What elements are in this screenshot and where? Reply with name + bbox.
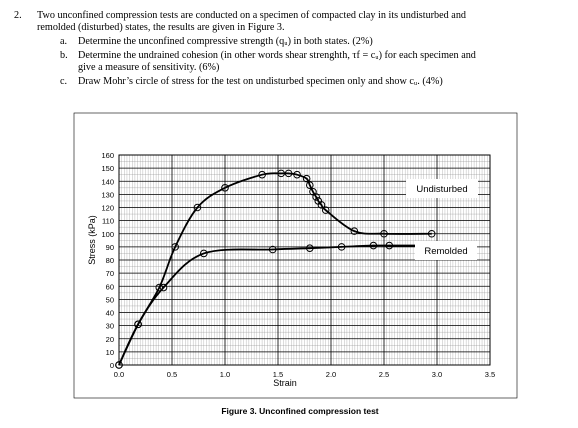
data-point-undisturbed bbox=[171, 243, 179, 251]
y-tick-label: 70 bbox=[106, 269, 114, 278]
label-box-remolded bbox=[415, 241, 477, 260]
part-a-label: a. bbox=[60, 36, 68, 47]
data-point-remolded bbox=[268, 245, 277, 254]
y-tick-label: 80 bbox=[106, 256, 114, 265]
y-tick-label: 160 bbox=[101, 151, 114, 160]
part-b-text-line-2: give a measure of sensitivity. (6%) bbox=[78, 62, 220, 73]
data-point-undisturbed bbox=[321, 206, 330, 214]
part-b-text-line-1: Determine the undrained cohesion (in oth… bbox=[78, 50, 476, 61]
data-point-undisturbed bbox=[427, 229, 436, 238]
question-number: 2. bbox=[14, 10, 22, 21]
x-axis-label: Strain bbox=[273, 378, 297, 388]
data-point-undisturbed bbox=[221, 184, 229, 192]
data-point-remolded bbox=[159, 283, 168, 292]
x-tick-labels: 0.0 0.5 1.0 1.5 2.0 2.5 3.0 3.5 bbox=[114, 370, 495, 379]
y-tick-label: 0 bbox=[110, 361, 114, 370]
label-box-undisturbed bbox=[406, 179, 478, 198]
y-tick-label: 20 bbox=[106, 335, 114, 344]
data-point-undisturbed bbox=[258, 170, 266, 179]
x-tick-label: 1.5 bbox=[273, 370, 283, 379]
x-tick-label: 1.0 bbox=[220, 370, 230, 379]
part-b-label: b. bbox=[60, 50, 68, 61]
y-axis-label: Stress (kPa) bbox=[87, 215, 97, 265]
part-a-text: Determine the unconfined compressive str… bbox=[78, 36, 373, 47]
y-tick-label: 40 bbox=[106, 309, 114, 318]
data-point-undisturbed bbox=[293, 170, 301, 179]
y-tick-label: 140 bbox=[101, 177, 114, 186]
y-tick-label: 110 bbox=[102, 217, 114, 226]
question-intro-line-2: remolded (disturbed) states, the results… bbox=[37, 22, 285, 33]
data-point-remolded bbox=[200, 249, 208, 258]
x-tick-label: 3.5 bbox=[485, 370, 495, 379]
data-point-remolded bbox=[369, 241, 378, 250]
label-undisturbed: Undisturbed bbox=[416, 184, 467, 195]
data-point-undisturbed bbox=[350, 227, 359, 235]
figure-border bbox=[73, 112, 518, 399]
figure-caption: Figure 3. Unconfined compression test bbox=[221, 406, 378, 416]
y-tick-label: 90 bbox=[106, 243, 114, 252]
x-tick-label: 0.5 bbox=[167, 370, 177, 379]
x-tick-label: 0.0 bbox=[114, 370, 124, 379]
x-tick-label: 3.0 bbox=[432, 370, 442, 379]
x-tick-label: 2.5 bbox=[379, 370, 389, 379]
label-remolded: Remolded bbox=[424, 246, 467, 257]
y-tick-label: 50 bbox=[106, 295, 114, 304]
y-tick-label: 100 bbox=[101, 230, 114, 239]
x-tick-label: 2.0 bbox=[326, 370, 336, 379]
question-intro-line-1: Two unconfined compression tests are con… bbox=[37, 10, 467, 21]
data-point-undisturbed bbox=[277, 169, 285, 178]
y-tick-label: 120 bbox=[101, 204, 114, 213]
data-point-undisturbed bbox=[380, 229, 388, 238]
data-point-undisturbed bbox=[193, 203, 202, 212]
data-point-remolded bbox=[115, 361, 123, 369]
data-point-undisturbed bbox=[306, 181, 314, 189]
y-tick-label: 10 bbox=[106, 348, 114, 357]
data-point-remolded bbox=[306, 244, 314, 252]
data-point-remolded bbox=[134, 320, 142, 329]
plot-area bbox=[118, 154, 491, 366]
y-tick-label: 150 bbox=[101, 164, 114, 173]
part-c-text: Draw Mohr’s circle of stress for the tes… bbox=[78, 76, 443, 87]
data-point-undisturbed bbox=[317, 201, 326, 209]
y-tick-label: 130 bbox=[101, 190, 114, 199]
y-tick-label: 60 bbox=[106, 282, 114, 291]
series-line-remolded bbox=[118, 244, 432, 366]
data-point-remolded bbox=[385, 241, 394, 250]
data-point-undisturbed bbox=[284, 169, 293, 178]
data-point-remolded bbox=[337, 243, 346, 251]
data-point-undisturbed bbox=[302, 174, 311, 183]
data-point-undisturbed bbox=[155, 283, 164, 292]
y-tick-label: 30 bbox=[106, 322, 114, 331]
part-c-label: c. bbox=[60, 76, 68, 87]
y-tick-labels: 0 10 20 30 40 50 60 70 80 90 100 110 120 130 140 150 160 bbox=[101, 151, 114, 370]
data-point-undisturbed bbox=[312, 193, 320, 201]
